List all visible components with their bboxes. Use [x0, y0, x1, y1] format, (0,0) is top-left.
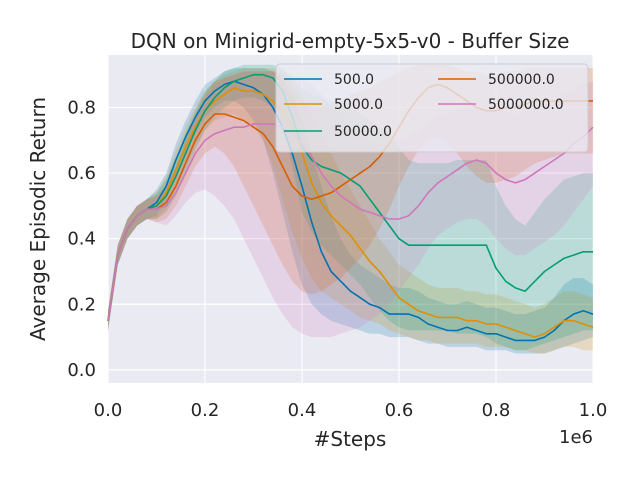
- x-axis-offset-label: 1e6: [559, 427, 593, 448]
- x-tick-labels: 0.0 0.2 0.4 0.6 0.8 1.0: [94, 400, 608, 421]
- x-tick-label: 0.6: [385, 400, 414, 421]
- y-tick-label: 0.2: [67, 294, 96, 315]
- y-tick-label: 0.8: [67, 97, 96, 118]
- legend-label-50000: 50000.0: [334, 124, 392, 140]
- x-tick-label: 0.8: [482, 400, 511, 421]
- line-500.0: [107, 80, 594, 342]
- x-tick-label: 0.4: [288, 400, 317, 421]
- legend-label-5000: 5000.0: [334, 97, 383, 113]
- legend-label-500: 500.0: [334, 72, 374, 88]
- x-tick-label: 0.2: [191, 400, 220, 421]
- x-tick-label: 1.0: [579, 400, 608, 421]
- chart-title: DQN on Minigrid-empty-5x5-v0 - Buffer Si…: [131, 29, 570, 53]
- band-5000.0: [108, 68, 593, 354]
- x-tick-label: 0.0: [94, 400, 123, 421]
- y-tick-label: 0.4: [67, 229, 96, 250]
- legend-box: [275, 63, 589, 153]
- x-axis-label: #Steps: [314, 427, 387, 451]
- line-5000000.0: [107, 123, 594, 321]
- y-tick-label: 0.6: [67, 163, 96, 184]
- y-axis-label: Average Episodic Return: [26, 97, 50, 341]
- legend-label-500000: 500000.0: [488, 72, 555, 88]
- band-50000.0: [108, 64, 593, 351]
- y-tick-label: 0.0: [67, 360, 96, 381]
- band-500.0: [108, 68, 593, 354]
- legend: 500.0 5000.0 50000.0 500000.0 5000000.0: [275, 63, 589, 153]
- y-tick-labels: 0.0 0.2 0.4 0.6 0.8: [67, 97, 96, 380]
- line-5000.0: [107, 87, 594, 338]
- legend-label-5000000: 5000000.0: [488, 97, 564, 113]
